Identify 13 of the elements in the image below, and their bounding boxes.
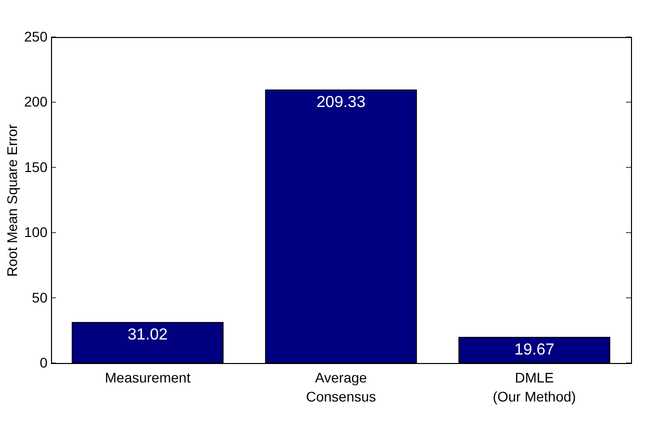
x-tick-label: DMLE (Our Method) <box>492 370 576 404</box>
y-tick-label: 100 <box>24 224 48 240</box>
data-label: 31.02 <box>128 326 168 344</box>
y-tick-label: 250 <box>24 28 48 44</box>
y-tick-label: 150 <box>24 158 48 175</box>
x-tick-label: Average Consensus <box>306 370 376 404</box>
x-tick-label: Measurement <box>104 370 191 386</box>
y-tick-label: 50 <box>32 289 48 306</box>
data-label: 19.67 <box>514 341 554 358</box>
data-label: 209.33 <box>316 94 366 112</box>
y-axis-title: Root Mean Square Error <box>4 124 20 277</box>
y-tick-label: 0 <box>40 354 48 370</box>
y-tick-label: 200 <box>24 94 48 110</box>
